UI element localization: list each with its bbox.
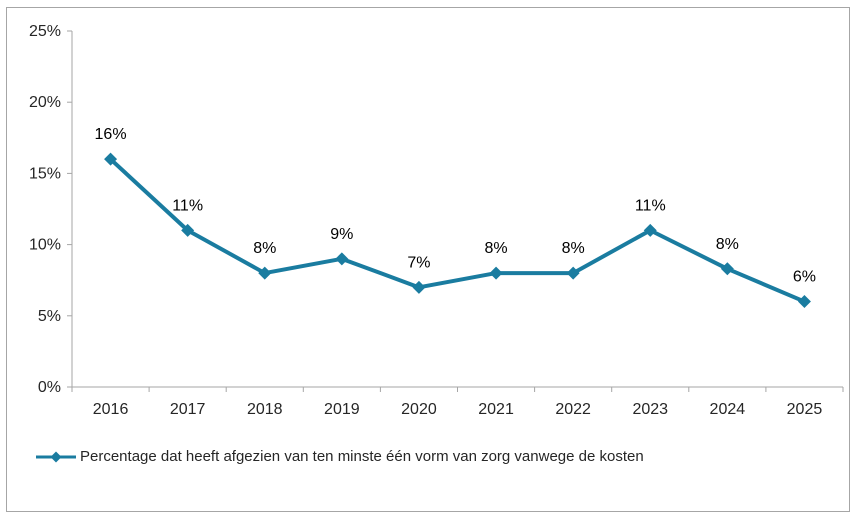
data-label: 8% [716,236,739,253]
series-point-marker [643,223,657,237]
series-point-marker [566,266,580,280]
legend-series-marker-icon [36,451,76,463]
series-point-marker [489,266,503,280]
data-label: 8% [253,240,276,257]
y-axis-tick-label: 20% [29,94,61,111]
data-label: 16% [95,126,127,143]
x-axis-tick-label: 2024 [710,401,746,418]
x-axis-tick-label: 2017 [170,401,206,418]
series-point-marker [335,252,349,266]
legend: Percentage dat heeft afgezien van ten mi… [36,446,658,468]
series-point-marker [412,280,426,294]
legend-diamond [50,451,62,463]
series-line [108,157,807,304]
x-axis-tick-label: 2023 [632,401,668,418]
x-axis-tick-label: 2022 [555,401,591,418]
series-point-marker [797,295,811,309]
series-point-marker [104,152,118,166]
data-label: 8% [562,240,585,257]
data-label: 7% [407,254,430,271]
legend-series-label: Percentage dat heeft afgezien van ten mi… [80,448,644,465]
series-point-marker [720,262,734,276]
x-axis-tick-label: 2016 [93,401,129,418]
x-axis-tick-label: 2020 [401,401,437,418]
y-axis-tick-label: 5% [38,308,61,325]
data-label: 11% [635,197,666,214]
data-label: 8% [484,240,507,257]
data-label: 9% [330,226,353,243]
data-label: 11% [172,197,203,214]
series-point-marker [181,223,195,237]
series-point-marker [258,266,272,280]
y-axis-tick-label: 10% [29,237,61,254]
x-axis-tick-label: 2025 [787,401,823,418]
y-axis-tick-label: 25% [29,23,61,40]
y-axis-tick-label: 15% [29,165,61,182]
data-label: 6% [793,269,816,286]
x-axis-tick-label: 2019 [324,401,360,418]
y-axis-tick-label: 0% [38,379,61,396]
x-axis-tick-label: 2021 [478,401,514,418]
x-axis-tick-label: 2018 [247,401,283,418]
